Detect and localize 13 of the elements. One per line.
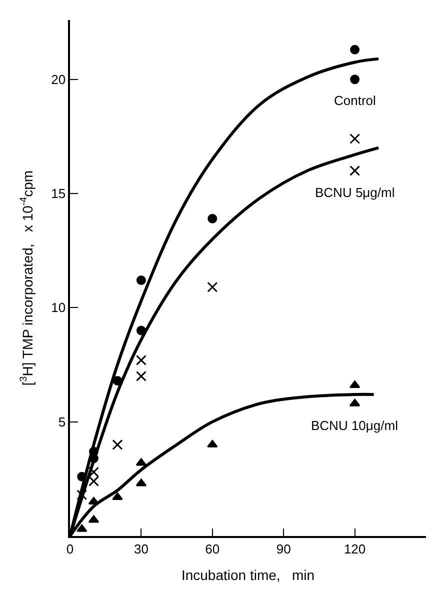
x-tick-label: 60 [205,541,220,556]
y-tick-label: 20 [51,72,66,87]
y-tick-label: 15 [51,186,66,202]
x-tick-label: 30 [134,541,148,556]
series-label: Control [334,93,376,108]
series-label: BCNU 5μg/ml [315,185,395,200]
series-label: BCNU 10μg/ml [311,418,398,433]
x-tick-label: 120 [344,541,366,556]
x-tick-label: 90 [276,541,291,556]
y-tick-label: 10 [51,300,66,316]
y-tick-label: 5 [58,414,66,430]
x-axis-title: Incubation time, min [181,567,315,584]
x-tick-label: 0 [66,541,74,556]
